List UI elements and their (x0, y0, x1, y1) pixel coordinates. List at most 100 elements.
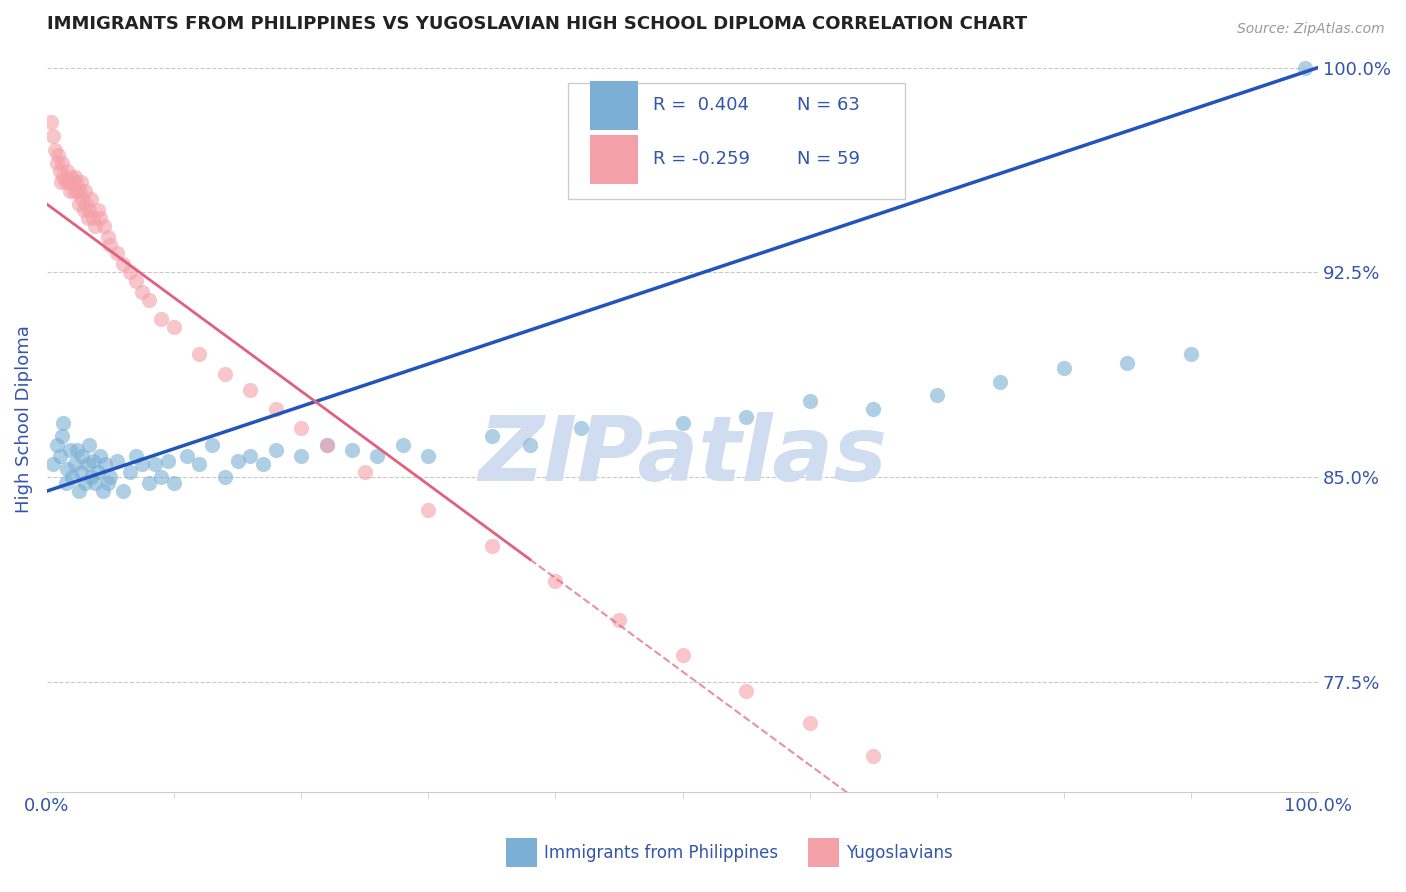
Point (188, 347, 211, 361)
Point (65, 175, 87, 189)
Point (84, 475, 107, 490)
Point (569, 421, 592, 435)
Point (214, 470, 236, 484)
Point (49, 175, 72, 189)
Point (60, 470, 83, 484)
Point (89, 211, 111, 225)
Point (75, 197, 97, 211)
Point (671, 416, 693, 430)
Point (1053, 361, 1076, 376)
Bar (589, 81, 638, 129)
Point (138, 293, 160, 307)
Point (42, 128, 65, 143)
Point (51, 429, 73, 443)
Point (62, 184, 84, 198)
Point (290, 449, 312, 463)
Point (46, 437, 69, 451)
Point (105, 246, 128, 260)
Point (89, 449, 111, 463)
Point (77, 437, 100, 451)
Point (1116, 356, 1139, 370)
Point (60, 175, 83, 189)
Point (52, 416, 75, 430)
Point (156, 454, 179, 468)
Point (176, 449, 198, 463)
Point (80, 470, 103, 484)
Point (264, 402, 287, 417)
Point (66, 184, 89, 198)
Point (76, 211, 98, 225)
Point (94, 457, 117, 471)
Point (366, 449, 388, 463)
Point (519, 437, 541, 451)
Point (48, 449, 70, 463)
Point (100, 470, 122, 484)
Point (118, 465, 141, 479)
Point (143, 457, 166, 471)
Point (69, 184, 91, 198)
Point (73, 475, 96, 490)
Text: R =  0.404: R = 0.404 (654, 96, 749, 114)
Point (735, 683, 758, 698)
Point (82, 211, 104, 225)
Point (73, 184, 96, 198)
Point (91, 484, 114, 499)
Text: ZIPatlas: ZIPatlas (478, 412, 887, 500)
Point (862, 749, 884, 764)
Point (163, 320, 186, 334)
FancyBboxPatch shape (568, 83, 905, 199)
Point (799, 716, 821, 731)
Point (1294, 61, 1316, 75)
Point (112, 257, 135, 271)
Point (131, 457, 153, 471)
Text: Yugoslavians: Yugoslavians (846, 844, 953, 862)
Point (315, 437, 337, 451)
Point (66, 443, 89, 458)
Point (77, 202, 100, 217)
Point (125, 449, 148, 463)
Point (70, 175, 93, 189)
Point (138, 475, 160, 490)
Point (70, 465, 93, 479)
Point (56, 164, 79, 178)
Point (93, 219, 115, 233)
Point (60, 169, 83, 184)
Point (76, 457, 98, 471)
Point (544, 574, 567, 589)
Point (63, 457, 86, 471)
Point (226, 454, 249, 468)
Point (67, 484, 90, 499)
Point (481, 539, 503, 553)
Point (340, 443, 363, 458)
Point (150, 470, 173, 484)
Point (131, 285, 153, 299)
Point (925, 388, 948, 402)
Point (118, 265, 141, 279)
Point (51, 156, 73, 170)
Point (100, 238, 122, 252)
Point (84, 219, 107, 233)
Point (481, 429, 503, 443)
Text: R = -0.259: R = -0.259 (654, 150, 751, 168)
Point (73, 202, 96, 217)
Point (82, 454, 104, 468)
Point (72, 192, 94, 206)
Point (392, 437, 415, 451)
Point (46, 156, 69, 170)
Point (735, 410, 758, 425)
Point (862, 402, 884, 417)
Point (67, 197, 90, 211)
Point (607, 613, 630, 627)
Bar (589, 136, 638, 184)
Point (59, 443, 82, 458)
Text: Source: ZipAtlas.com: Source: ZipAtlas.com (1237, 22, 1385, 37)
Point (671, 648, 693, 662)
Point (353, 465, 375, 479)
Point (125, 274, 148, 288)
Point (56, 462, 79, 476)
Point (201, 437, 224, 451)
Point (87, 465, 110, 479)
Point (46, 148, 69, 162)
Point (188, 457, 211, 471)
Text: IMMIGRANTS FROM PHILIPPINES VS YUGOSLAVIAN HIGH SCHOOL DIPLOMA CORRELATION CHART: IMMIGRANTS FROM PHILIPPINES VS YUGOSLAVI… (46, 15, 1026, 33)
